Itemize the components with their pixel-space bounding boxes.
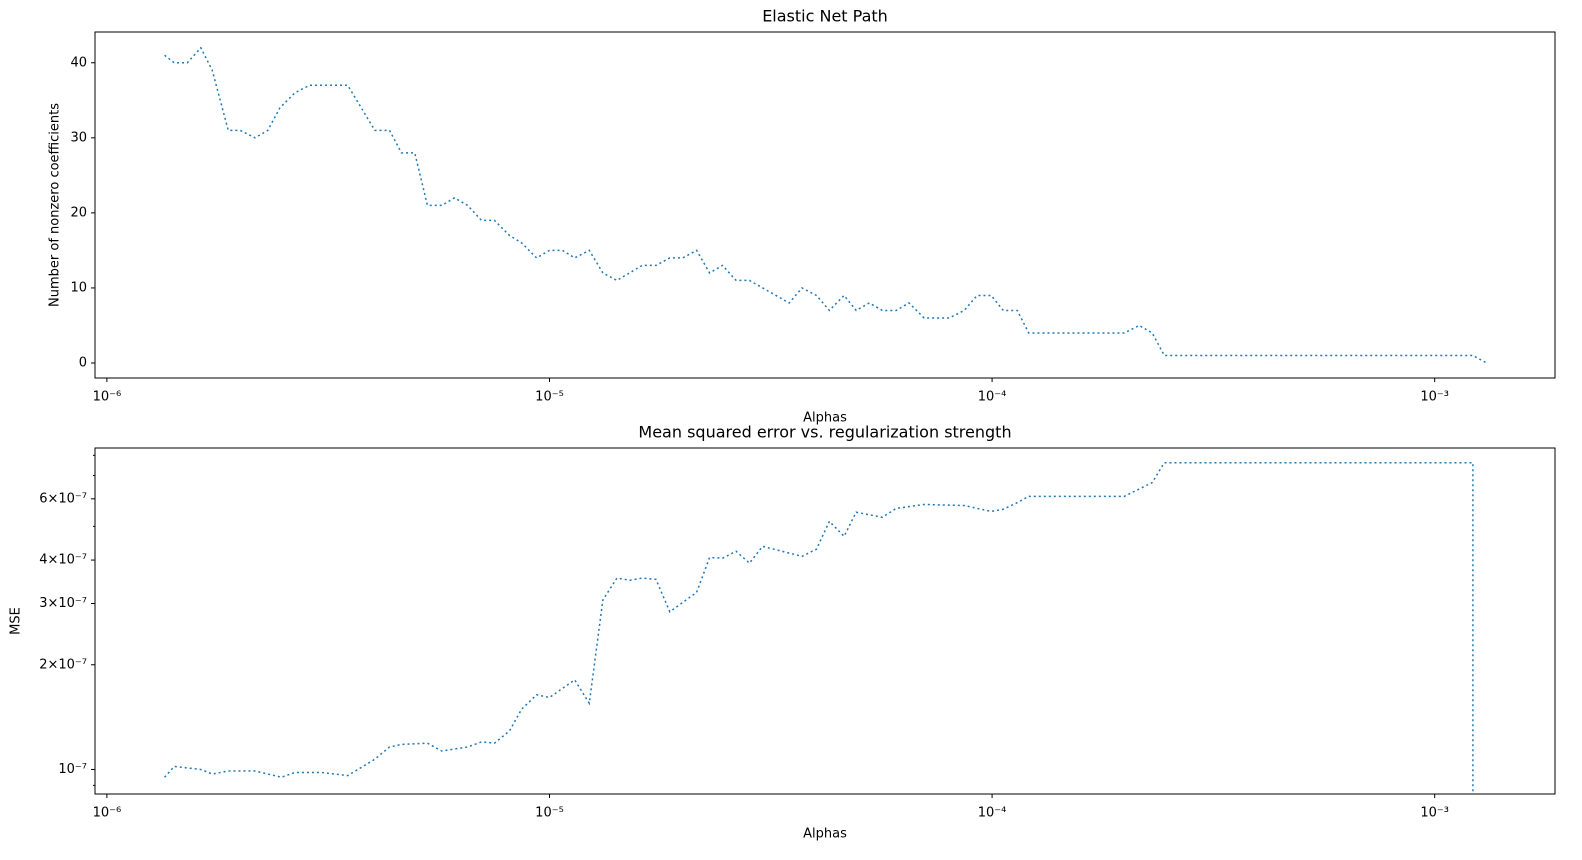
y-tick-label: 20 [70, 205, 87, 220]
y-tick-label: 10 [70, 280, 87, 295]
x-tick-label: 10⁻³ [1420, 390, 1449, 405]
x-tick-label: 10⁻⁴ [978, 390, 1007, 405]
plot-area [164, 461, 1474, 794]
y-tick-label: 6×10⁻⁷ [39, 491, 87, 506]
data-line [164, 461, 1474, 794]
y-axis-label: Number of nonzero coefficients [48, 103, 63, 307]
plot-area [164, 46, 1487, 364]
y-tick-label: 30 [70, 130, 87, 145]
chart-title: Mean squared error vs. regularization st… [638, 423, 1011, 442]
x-axis-label: Alphas [803, 411, 847, 426]
y-tick-label: 10⁻⁷ [58, 762, 87, 777]
axes-frame [94, 31, 1556, 379]
y-tick-label: 40 [70, 55, 87, 70]
axes-frame [94, 447, 1556, 795]
y-tick-label: 2×10⁻⁷ [39, 657, 87, 672]
y-tick-label: 3×10⁻⁷ [39, 596, 87, 611]
chart-title: Elastic Net Path [762, 7, 888, 26]
x-tick-label: 10⁻⁶ [93, 806, 122, 821]
x-tick-label: 10⁻⁶ [93, 390, 122, 405]
x-tick-label: 10⁻⁵ [535, 390, 564, 405]
data-line [164, 46, 1487, 364]
y-tick-label: 4×10⁻⁷ [39, 553, 87, 568]
x-tick-label: 10⁻³ [1420, 806, 1449, 821]
x-tick-label: 10⁻⁴ [978, 806, 1007, 821]
y-tick-label: 0 [79, 355, 87, 370]
x-axis-label: Alphas [803, 827, 847, 842]
y-axis-label: MSE [9, 607, 24, 635]
x-tick-label: 10⁻⁵ [535, 806, 564, 821]
